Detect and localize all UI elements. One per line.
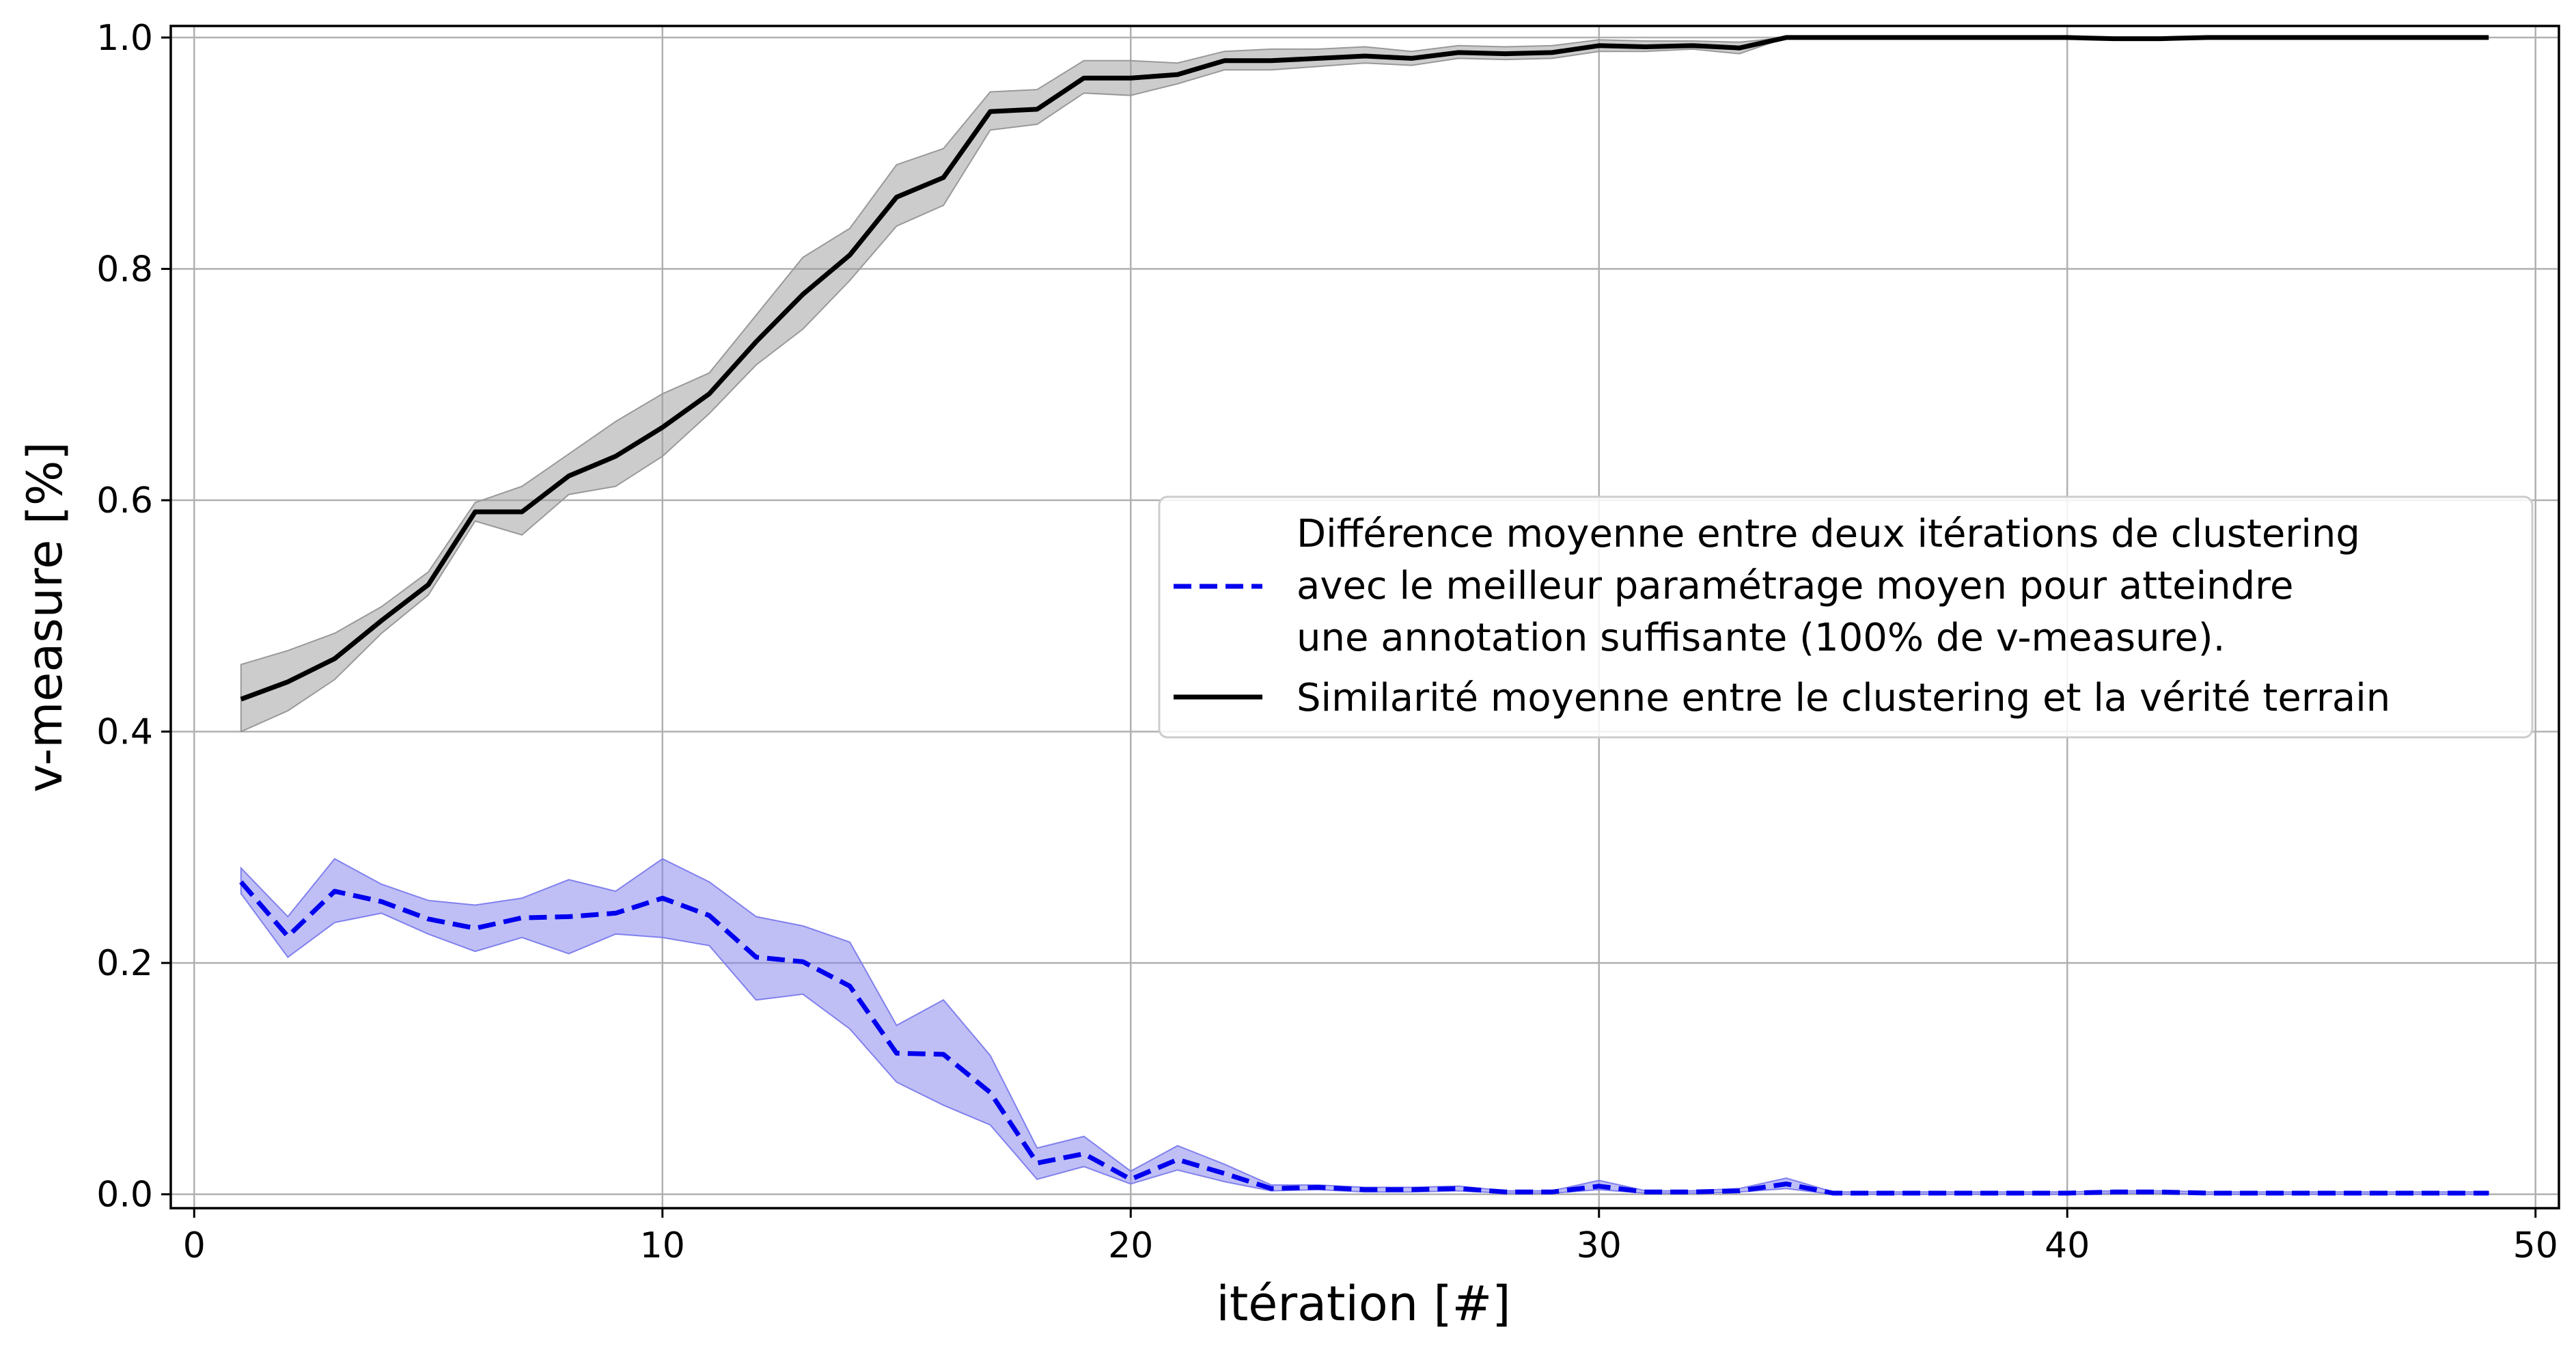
x-tick-label: 30 — [1577, 1225, 1622, 1266]
plot-area-frame — [169, 25, 2560, 1210]
y-axis-label: v-measure [%] — [17, 441, 73, 792]
y-tick-label: 0.0 — [96, 1175, 153, 1216]
y-tick-label: 0.2 — [96, 943, 153, 984]
y-tick-label: 0.4 — [96, 712, 153, 753]
series-lines — [239, 35, 2489, 1196]
tick-labels: 0 10 20 30 40 50 0.0 0.2 0.4 0.6 0.8 1.0 — [96, 18, 2558, 1266]
x-axis-label: itération [#] — [1216, 1276, 1510, 1332]
legend-line: Différence moyenne entre deux itérations… — [1297, 512, 2360, 556]
legend-line: une annotation suffisante (100% de v-mea… — [1297, 616, 2225, 660]
x-tick-label: 20 — [1108, 1225, 1153, 1266]
legend: Différence moyenne entre deux itérations… — [1158, 495, 2534, 739]
x-tick-label: 50 — [2513, 1225, 2558, 1266]
line-similarity — [240, 35, 2489, 702]
legend-box — [1158, 495, 2534, 739]
legend-entry-similarity: Similarité moyenne entre le clustering e… — [1297, 676, 2390, 720]
y-tick-label: 0.6 — [96, 480, 153, 521]
legend-entry-difference: Différence moyenne entre deux itérations… — [1297, 512, 2360, 660]
y-tick-label: 0.8 — [96, 249, 153, 290]
x-tick-label: 0 — [183, 1225, 206, 1266]
legend-line: avec le meilleur paramétrage moyen pour … — [1297, 564, 2293, 608]
x-tick-label: 40 — [2045, 1225, 2090, 1266]
axis-ticks — [161, 36, 2537, 1218]
y-tick-label: 1.0 — [96, 18, 153, 59]
line-difference — [239, 880, 2489, 1196]
x-tick-label: 10 — [640, 1225, 685, 1266]
